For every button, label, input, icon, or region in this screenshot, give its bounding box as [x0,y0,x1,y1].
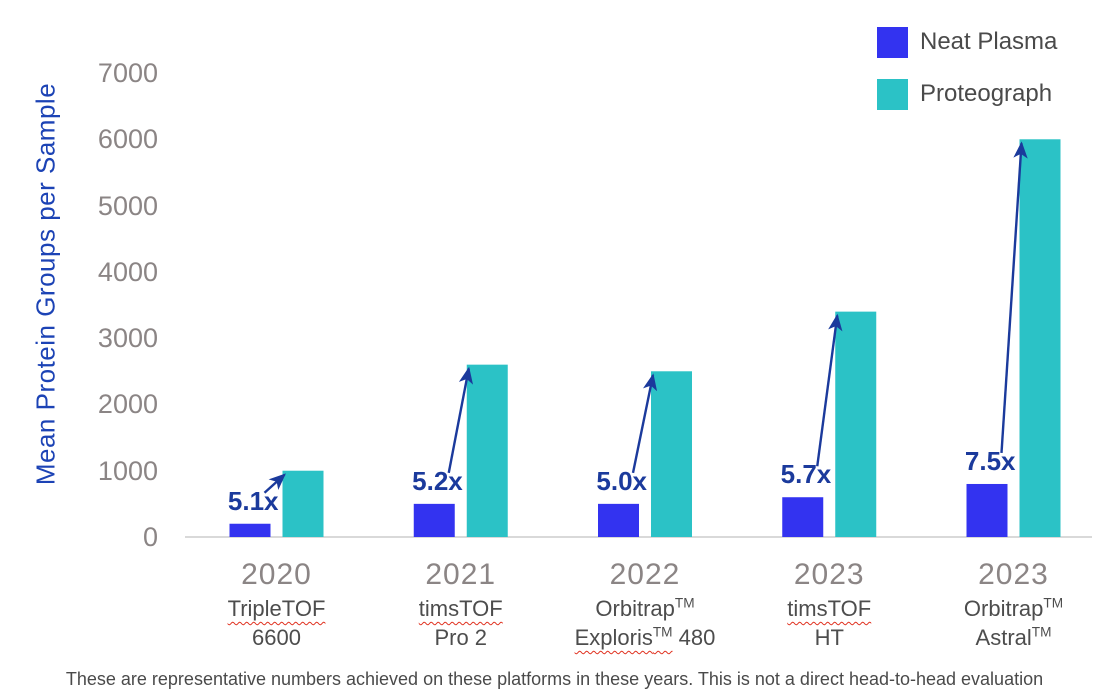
fold-change-arrow [263,473,286,494]
y-tick-label: 6000 [97,124,158,155]
platform-name-segment: Pro 2 [434,625,488,650]
platform-name-segment: 480 [672,625,716,650]
y-tick-label: 0 [142,522,158,552]
fold-change-arrows-layer [263,141,1028,494]
x-category-label: 2023 timsTOF HT [717,556,941,652]
x-year-label: 2023 [793,558,865,591]
x-platform-line: HT [717,623,941,652]
x-platform-line: TripleTOF [165,594,389,623]
fold-change-arrow [816,313,843,467]
platform-name-segment: TripleTOF [227,596,326,621]
bar-neat-plasma-2023 [966,483,1008,537]
y-tick-label: 3000 [97,323,158,354]
fold-change-label: 5.2x [412,465,463,496]
x-year-label: 2022 [609,558,681,591]
legend-item-neat-plasma: Neat Plasma [877,16,1057,68]
platform-name-segment: ExplorisTM [574,624,673,650]
bar-proteograph-2023 [835,311,877,537]
x-year-label: 2020 [241,558,312,591]
x-platform-line: AstralTM [902,623,1109,652]
fold-change-arrow [1000,141,1028,454]
x-platform-line: 6600 [165,623,389,652]
bar-proteograph-2023 [1019,139,1061,538]
bar-proteograph-2022 [651,371,692,537]
x-platform-line: ExplorisTM 480 [533,623,757,652]
platform-name-segment: 6600 [252,625,301,650]
y-tick-label: 5000 [97,190,158,221]
x-category-label: 2020 TripleTOF 6600 [165,556,389,652]
fold-change-arrow [631,373,658,474]
legend-item-proteograph: Proteograph [877,68,1057,120]
x-category-label: 2022 OrbitrapTM ExplorisTM 480 [533,556,757,652]
platform-name-segment: timsTOF [418,596,503,621]
fold-change-label: 5.0x [596,465,647,496]
footnote-text: These are representative numbers achieve… [65,669,1044,689]
x-platform-line: timsTOF [349,594,573,623]
fold-change-label: 5.1x [227,485,279,516]
y-tick-label: 4000 [97,256,158,287]
bar-neat-plasma-2021 [413,503,455,537]
bar-proteograph-2021 [466,364,508,537]
x-platform-line: OrbitrapTM [533,594,757,623]
legend-label-neat-plasma: Neat Plasma [920,28,1058,55]
platform-name-segment: HT [814,625,844,650]
platform-name-segment: AstralTM [975,624,1052,650]
x-category-label: 2021 timsTOF Pro 2 [349,556,573,652]
platform-name-segment: OrbitrapTM [963,595,1064,621]
platform-name-segment: OrbitrapTM [595,595,695,621]
platform-name-segment: timsTOF [787,596,872,621]
bar-neat-plasma-2022 [598,503,639,537]
fold-change-label: 5.7x [780,459,832,490]
bars-layer [229,139,1061,538]
bar-neat-plasma-2020 [229,523,271,537]
legend-label-proteograph: Proteograph [920,80,1053,107]
fold-change-label: 7.5x [964,445,1016,476]
x-platform-line: OrbitrapTM [902,594,1109,623]
x-platform-line: timsTOF [717,594,941,623]
fold-change-arrow [447,366,474,474]
legend: Neat Plasma Proteograph [877,16,1057,120]
bar-proteograph-2020 [282,470,324,537]
y-tick-label: 1000 [97,455,158,486]
x-platform-line: Pro 2 [349,623,573,652]
y-tick-label: 7000 [97,58,158,88]
x-year-label: 2021 [425,558,497,591]
y-tick-label: 2000 [97,389,158,420]
x-category-label: 2023 OrbitrapTM AstralTM [902,556,1109,652]
legend-swatch-proteograph [877,78,908,110]
x-year-label: 2023 [978,558,1049,591]
bar-neat-plasma-2023 [782,497,824,537]
legend-swatch-neat-plasma [877,26,908,58]
